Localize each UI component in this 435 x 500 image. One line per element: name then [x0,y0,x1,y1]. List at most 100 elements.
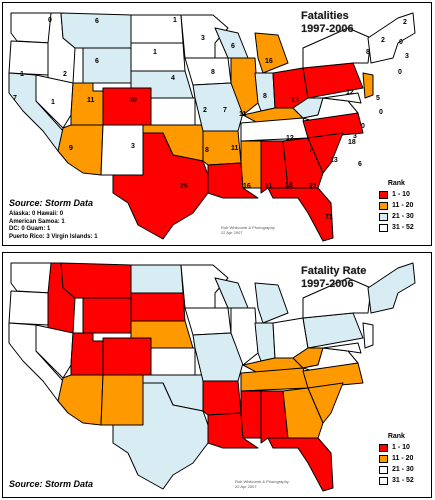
state-value-co: 30 [129,97,137,104]
legend-swatch-1-10 [379,443,388,452]
state-ms [240,390,262,439]
state-wi [214,277,249,309]
state-nm [100,374,144,426]
state-value-wy: 6 [95,58,99,65]
state-value-or: 1 [20,71,24,78]
state-ut [70,82,104,126]
state-ar [202,380,242,416]
state-or [8,290,52,326]
state-ia [184,307,232,336]
fatality-rate-map [8,262,416,492]
legend-swatch-31-52 [379,476,388,485]
state-new-england [367,12,416,64]
state-value-ct: 0 [398,69,402,76]
state-nm [100,124,144,176]
state-tx [112,382,209,490]
state-value-ar: 11 [231,145,239,152]
state-or [8,40,52,76]
state-sc [307,382,344,424]
state-value-az: 9 [69,145,73,152]
fatality-rate-credit: Rob Whitcomb & Photography 22 Apr 2007 [235,479,289,489]
state-value-mo: 7 [223,107,227,114]
state-pa [302,312,364,349]
state-new-england [367,262,416,314]
state-wy [82,47,132,84]
state-value-in: 8 [263,93,267,100]
fatality-rate-title: Fatality Rate 1997-2006 [301,265,367,290]
state-az [57,124,104,176]
state-wa [10,12,52,44]
state-value-ms: 11 [265,183,273,190]
state-nv [35,324,74,379]
state-md [322,342,362,354]
state-value-ne: 4 [171,75,175,82]
state-ut [70,332,104,376]
state-value-nd: 1 [173,17,177,24]
state-value-wa: 0 [48,17,52,24]
state-fl [267,187,334,242]
fatality-rate-source: Source: Storm Data [9,479,94,489]
state-value-tn: 7 [309,147,313,154]
state-fl [267,437,334,492]
state-value-il: 11 [239,111,247,118]
state-nd [130,264,184,294]
state-nj [362,72,374,99]
legend-swatch-11-20 [379,454,388,463]
state-co [102,87,152,126]
state-nc [302,112,364,139]
state-value-ca: 7 [13,95,17,102]
state-value-pa: 12 [346,89,354,96]
fatalities-legend: Rank 1 - 10 11 - 20 21 - 30 31 - 52 [379,180,414,233]
state-tx [112,132,209,240]
fatalities-title: Fatalities 1997-2006 [301,10,354,35]
state-mi [254,282,289,324]
legend-swatch-31-52 [379,223,388,232]
fatalities-source: Source: Storm Data [9,198,94,208]
state-nj [362,322,374,349]
state-value-mi: 16 [265,58,273,65]
state-value-me: 2 [403,19,407,26]
fatalities-map-panel: Fatalities 1997-2006 0 2 6 1 3 1 6 1 4 8 6 16 1 7 11 30… [2,2,432,246]
state-value-mn: 3 [201,35,205,42]
state-value-fl: 71 [325,214,333,221]
state-mi [254,32,289,74]
state-value-id: 2 [63,71,67,78]
state-value-sc: 13 [330,157,338,164]
state-value-mt: 6 [95,18,99,25]
state-wa [10,262,52,294]
legend-swatch-21-30 [379,465,388,474]
state-tn [240,367,309,392]
state-wy [82,297,132,334]
fatalities-credit: Rob Whitcomb & Photography 22 Apr 2007 [221,225,275,235]
state-value-nh: 0 [399,39,403,46]
state-value-nj: 5 [376,95,380,102]
state-pa [302,62,364,99]
state-value-al: 18 [285,182,293,189]
state-nv [35,74,74,129]
state-value-tx: 25 [180,183,188,190]
state-value-de: 0 [379,109,383,116]
state-il [230,57,259,116]
state-ny [302,277,372,319]
state-value-ut: 11 [87,97,95,104]
state-ms [240,140,262,189]
state-value-nm: 3 [131,143,135,150]
fatality-rate-map-panel: Fatality Rate 1997-2006 Source: Storm Da… [2,252,432,498]
state-sc [307,132,344,174]
state-value-md: 0 [361,123,365,130]
state-ia [184,57,232,86]
state-il [230,307,259,366]
legend-swatch-11-20 [379,201,388,210]
state-value-va: 6 [358,161,362,168]
state-co [102,337,152,376]
legend-swatch-1-10 [379,190,388,199]
state-value-la: 16 [243,183,251,190]
state-value-ks: 2 [203,107,207,114]
state-ks [150,347,196,376]
fatality-rate-legend: Rank 1 - 10 11 - 20 21 - 30 31 - 52 [379,433,414,486]
state-value-ny: 8 [366,49,370,56]
state-tn [240,117,309,142]
state-value-nv: 1 [51,99,55,106]
fatalities-map [8,12,416,242]
state-in [254,72,276,112]
